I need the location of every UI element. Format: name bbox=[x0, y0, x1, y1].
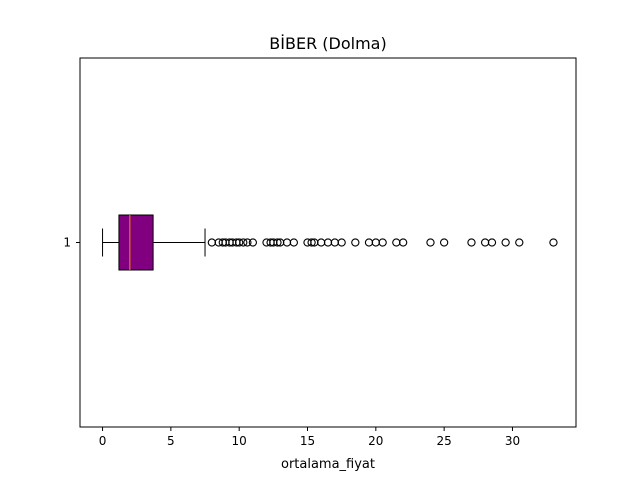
x-axis-ticks: 0 5 10 15 20 25 30 bbox=[99, 427, 520, 448]
iqr-box bbox=[118, 214, 154, 271]
x-tick-label: 30 bbox=[505, 434, 520, 448]
x-tick-label: 0 bbox=[99, 434, 107, 448]
outlier-point bbox=[515, 238, 524, 247]
outlier-point bbox=[392, 238, 401, 247]
outlier-point bbox=[323, 238, 333, 247]
outlier-point bbox=[439, 238, 449, 247]
outlier-point bbox=[248, 238, 257, 247]
x-tick-label: 25 bbox=[437, 434, 452, 448]
outlier-point bbox=[282, 238, 292, 247]
outlier-point bbox=[467, 238, 476, 247]
outlier-point bbox=[426, 238, 435, 247]
outlier-point bbox=[239, 238, 248, 247]
outlier-point bbox=[487, 238, 497, 247]
outlier-point bbox=[480, 238, 490, 247]
outlier-point bbox=[371, 238, 380, 247]
outlier-point bbox=[330, 238, 339, 247]
outlier-point bbox=[243, 238, 252, 247]
chart-title: BİBER (Dolma) bbox=[269, 34, 386, 53]
x-tick-label: 15 bbox=[300, 434, 315, 448]
outlier-point bbox=[307, 238, 316, 247]
outlier-point bbox=[501, 238, 510, 247]
outlier-point bbox=[337, 238, 346, 247]
outlier-point bbox=[207, 238, 217, 247]
outlier-point bbox=[378, 238, 387, 247]
y-axis-ticks: 1 bbox=[63, 236, 80, 250]
outlier-point bbox=[351, 238, 360, 247]
outlier-point bbox=[549, 238, 558, 247]
x-tick-label: 5 bbox=[167, 434, 175, 448]
x-tick-label: 10 bbox=[232, 434, 247, 448]
x-tick-label: 20 bbox=[368, 434, 383, 448]
outlier-point bbox=[289, 238, 298, 247]
outlier-point bbox=[399, 238, 408, 247]
outlier-point bbox=[364, 238, 374, 247]
outlier-point bbox=[273, 238, 282, 247]
plot-area bbox=[102, 214, 558, 271]
outlier-point bbox=[235, 238, 244, 247]
outlier-point bbox=[317, 238, 326, 247]
y-tick-label: 1 bbox=[63, 236, 71, 250]
x-axis-label: ortalama_fiyat bbox=[281, 457, 375, 472]
